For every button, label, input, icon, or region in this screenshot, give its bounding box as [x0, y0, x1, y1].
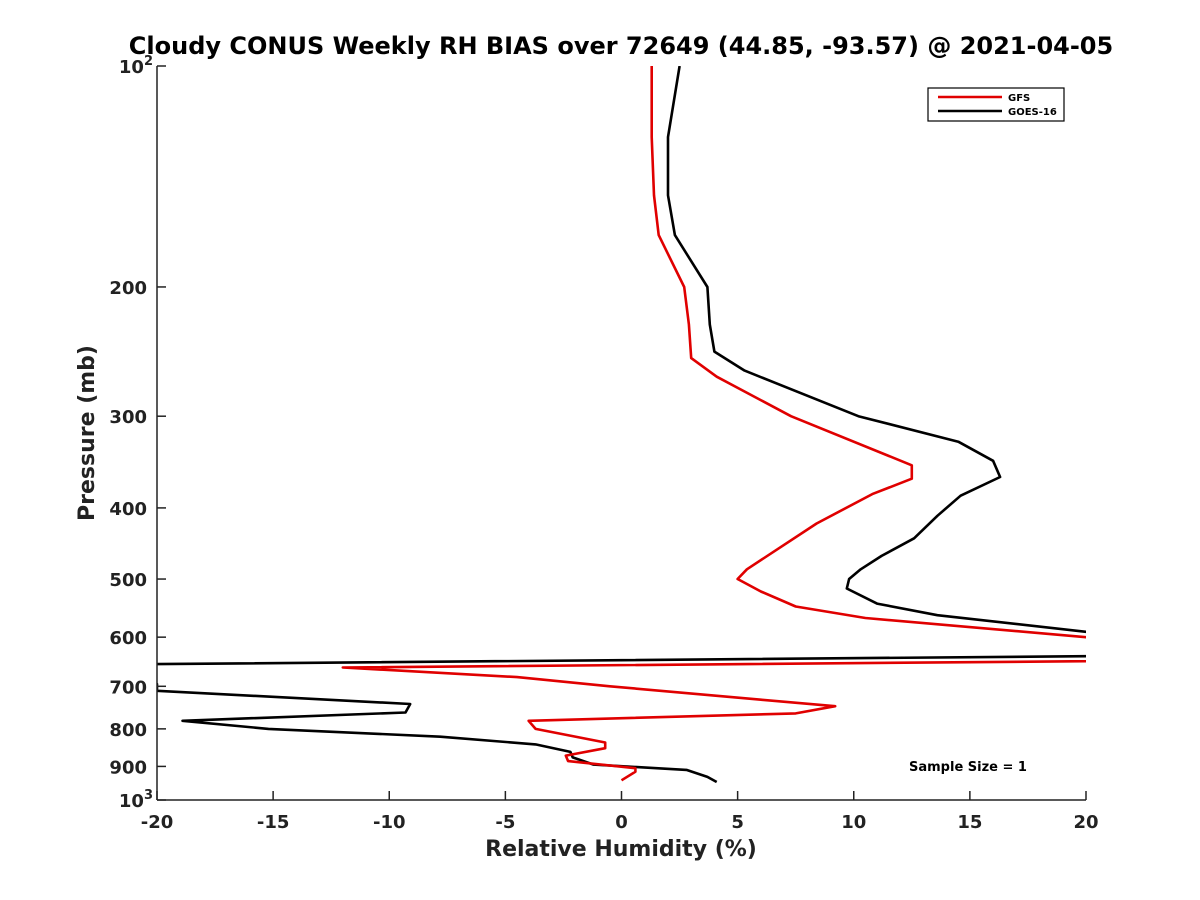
- x-tick-label: -5: [495, 812, 515, 833]
- chart-title: Cloudy CONUS Weekly RH BIAS over 72649 (…: [129, 32, 1113, 60]
- legend-label: GFS: [1008, 93, 1030, 104]
- series-line-gfs: [341, 66, 1086, 782]
- y-tick-label: 600: [109, 628, 147, 649]
- legend-label: GOES-16: [1008, 107, 1057, 118]
- y-tick-label: 400: [109, 499, 147, 520]
- legend-box: [927, 87, 1065, 122]
- x-tick-label: 0: [615, 812, 628, 833]
- series-layer: [157, 66, 1086, 784]
- y-tick-label: 103: [119, 788, 153, 812]
- x-tick-label: 5: [731, 812, 744, 833]
- legend: GFS GOES-16: [927, 87, 1065, 122]
- y-tick-label: 900: [109, 757, 147, 778]
- y-tick-label: 500: [109, 570, 147, 591]
- plot-area: [157, 66, 1086, 800]
- y-tick-label: 700: [109, 677, 147, 698]
- sample-size-annotation: Sample Size = 1: [909, 760, 1027, 775]
- y-tick-label: 200: [109, 278, 147, 299]
- x-axis-label: Relative Humidity (%): [485, 837, 757, 862]
- x-tick-label: -10: [373, 812, 406, 833]
- y-axis-label: Pressure (mb): [75, 345, 100, 521]
- x-tick-label: 15: [957, 812, 982, 833]
- y-tick-label: 800: [109, 720, 147, 741]
- x-tick-label: -20: [141, 812, 174, 833]
- series-line-goes-16: [157, 66, 1086, 784]
- x-tick-label: 20: [1073, 812, 1098, 833]
- y-tick-label: 102: [119, 54, 153, 78]
- x-tick-label: 10: [841, 812, 866, 833]
- axes-layer: -20 -15 -10 -5 0 5 10 15 20 102 200 300 400 500 600 700…: [109, 54, 1098, 833]
- x-tick-label: -15: [257, 812, 290, 833]
- y-tick-label: 300: [109, 407, 147, 428]
